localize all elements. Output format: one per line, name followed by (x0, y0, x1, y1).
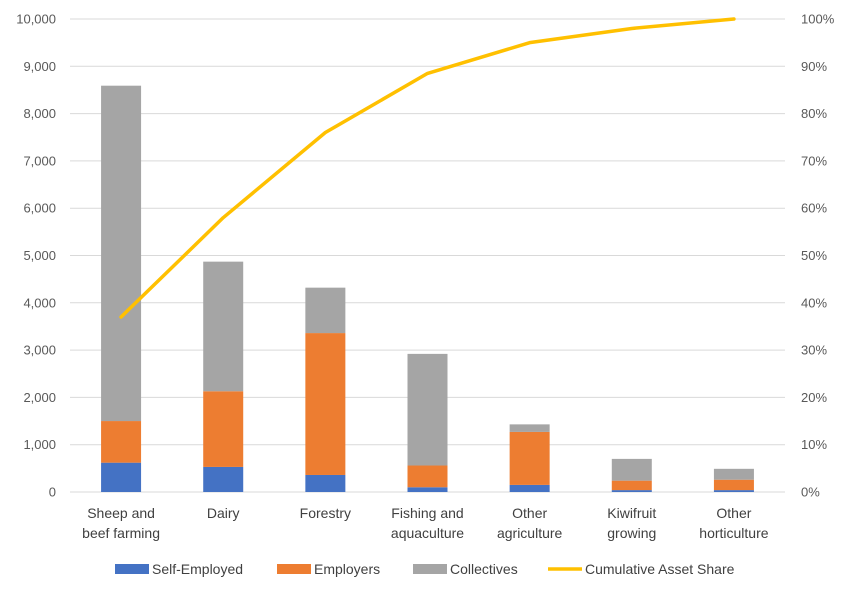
bar-employers (305, 333, 346, 475)
y-right-tick-label: 20% (801, 390, 827, 405)
legend-label: Self-Employed (152, 561, 243, 577)
y-right-tick-label: 80% (801, 106, 827, 121)
bar-self-employed (407, 487, 448, 492)
bars (101, 85, 754, 492)
y-left-tick-label: 2,000 (23, 390, 56, 405)
category-labels: Sheep and beef farming Dairy Forestry Fishin… (82, 505, 769, 541)
y-left-tick-label: 6,000 (23, 201, 56, 216)
category-label: Forestry (300, 505, 351, 521)
y-right-tick-label: 10% (801, 437, 827, 452)
y-left-tick-label: 8,000 (23, 106, 56, 121)
category-label: Dairy (207, 505, 240, 521)
y-left-tick-label: 10,000 (16, 12, 56, 27)
y-left-tick-label: 7,000 (23, 153, 56, 168)
bar-employers (713, 479, 754, 491)
bar-collectives (713, 468, 754, 480)
y-left-tick-label: 1,000 (23, 437, 56, 452)
bar-collectives (203, 261, 244, 392)
category-label: Kiwifruit growing (607, 505, 656, 541)
bar-employers (407, 465, 448, 488)
bar-self-employed (713, 490, 754, 492)
bar-employers (611, 480, 652, 491)
legend: Self-Employed Employers Collectives Cumulat… (115, 561, 735, 577)
bar-collectives (509, 424, 550, 432)
y-left-tick-label: 0 (49, 485, 56, 500)
bar-collectives (305, 287, 346, 334)
legend-label: Cumulative Asset Share (585, 561, 735, 577)
y-left-tick-label: 3,000 (23, 343, 56, 358)
legend-label: Collectives (450, 561, 518, 577)
y-left-tick-label: 4,000 (23, 295, 56, 310)
bar-self-employed (305, 474, 346, 492)
category-label: Other agriculture (497, 505, 563, 541)
bar-collectives (611, 458, 652, 481)
bar-employers (509, 431, 550, 485)
bar-self-employed (509, 484, 550, 492)
y-right-tick-label: 50% (801, 248, 827, 263)
legend-swatch (115, 564, 149, 574)
bar-collectives (101, 85, 142, 422)
y-right-tick-label: 40% (801, 295, 827, 310)
gridlines (70, 18, 785, 493)
cumulative-line (119, 17, 736, 319)
cumulative-asset-share-line (119, 17, 736, 319)
y-right-tick-label: 0% (801, 485, 820, 500)
right-axis-ticks: 0% 10% 20% 30% 40% 50% 60% 70% 80% 90% 100% (801, 12, 835, 500)
bar-self-employed (611, 490, 652, 492)
legend-swatch (277, 564, 311, 574)
y-left-tick-label: 9,000 (23, 59, 56, 74)
y-right-tick-label: 60% (801, 201, 827, 216)
category-label: Sheep and beef farming (82, 505, 160, 541)
bar-employers (101, 421, 142, 463)
category-label: Other horticulture (699, 505, 768, 541)
legend-swatch (413, 564, 447, 574)
y-right-tick-label: 30% (801, 343, 827, 358)
y-left-tick-label: 5,000 (23, 248, 56, 263)
category-label: Fishing and aquaculture (391, 505, 464, 541)
legend-label: Employers (314, 561, 380, 577)
y-right-tick-label: 100% (801, 12, 835, 27)
bar-collectives (407, 353, 448, 466)
left-axis-ticks: 0 1,000 2,000 3,000 4,000 5,000 6,000 7,000 8,00… (16, 12, 56, 500)
bar-employers (203, 391, 244, 467)
y-right-tick-label: 70% (801, 153, 827, 168)
y-right-tick-label: 90% (801, 59, 827, 74)
bar-self-employed (203, 466, 244, 492)
bar-self-employed (101, 462, 142, 492)
